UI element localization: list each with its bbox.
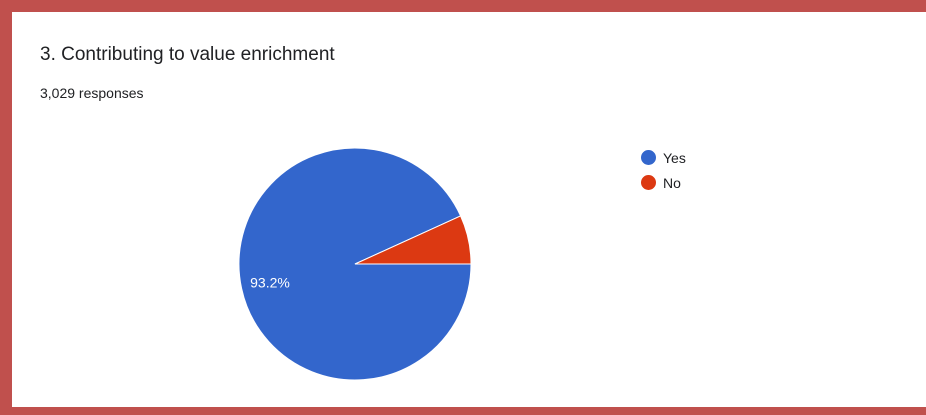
- response-count: 3,029 responses: [40, 85, 144, 101]
- legend-label-yes: Yes: [663, 149, 686, 166]
- pie-slices: [238, 147, 472, 381]
- chart-legend: Yes No: [641, 145, 686, 195]
- pie-data-labels: 93.2%: [250, 274, 290, 290]
- legend-swatch-no: [641, 175, 656, 190]
- legend-item-no: No: [641, 170, 686, 195]
- legend-item-yes: Yes: [641, 145, 686, 170]
- legend-label-no: No: [663, 174, 681, 191]
- question-title: 3. Contributing to value enrichment: [40, 44, 335, 65]
- pie-label-yes: 93.2%: [250, 274, 290, 290]
- pie-slice-no: [354, 215, 472, 265]
- legend-swatch-yes: [641, 150, 656, 165]
